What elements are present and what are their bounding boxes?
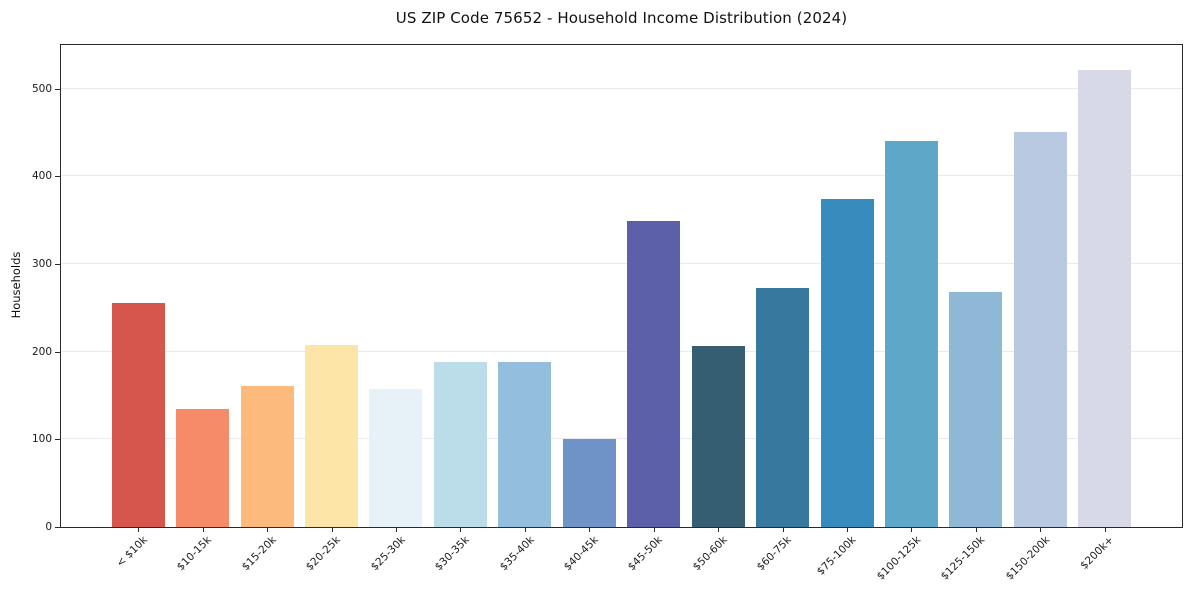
- x-tick-mark: [138, 528, 140, 532]
- bar--60-75k: [756, 287, 810, 527]
- y-tick-mark: [55, 527, 60, 528]
- bar--10-15k: [176, 408, 230, 527]
- bar--20-25k: [305, 344, 359, 527]
- x-axis-label: $30-35k: [432, 534, 472, 574]
- y-tick-mark: [55, 176, 60, 178]
- y-tick-mark: [55, 351, 60, 353]
- gridline: [61, 438, 1182, 440]
- y-tick-label: 400: [31, 170, 52, 183]
- y-tick-mark: [55, 88, 60, 90]
- x-axis-label: $125-150k: [938, 534, 988, 583]
- x-tick-mark: [975, 528, 977, 532]
- bar--75-100k: [820, 199, 874, 527]
- x-axis-label: $25-30k: [368, 534, 408, 574]
- y-tick-label: 200: [31, 345, 52, 358]
- y-tick-label: 100: [31, 433, 52, 446]
- x-axis-label: $200k+: [1078, 534, 1117, 572]
- gridline: [61, 87, 1182, 89]
- bar--15-20k: [240, 385, 294, 527]
- gridline: [61, 350, 1182, 352]
- bar--200k-: [1078, 70, 1132, 527]
- bar--40-45k: [562, 439, 616, 527]
- x-axis-label: $150-200k: [1003, 534, 1052, 583]
- x-axis-label: $75-100k: [814, 534, 859, 578]
- plot-area: [60, 44, 1183, 528]
- x-tick-mark: [1104, 528, 1106, 532]
- x-tick-mark: [653, 528, 655, 532]
- x-axis-label: $15-20k: [239, 534, 279, 574]
- x-tick-mark: [460, 528, 462, 532]
- chart-title: US ZIP Code 75652 - Household Income Dis…: [395, 9, 848, 27]
- bar--10k: [111, 302, 165, 527]
- y-tick-label: 0: [45, 521, 52, 533]
- bar--125-150k: [949, 292, 1003, 527]
- x-tick-mark: [267, 528, 269, 532]
- x-tick-mark: [202, 528, 204, 532]
- bar--150-200k: [1013, 131, 1067, 527]
- y-tick-mark: [55, 264, 60, 266]
- x-tick-mark: [589, 528, 591, 532]
- bar--25-30k: [369, 389, 423, 527]
- x-tick-mark: [718, 528, 720, 532]
- x-axis-label: $40-45k: [561, 534, 601, 574]
- x-tick-mark: [524, 528, 526, 532]
- bar--45-50k: [627, 221, 681, 527]
- x-axis-label: $60-75k: [754, 534, 795, 574]
- x-axis-label: < $10k: [114, 534, 150, 570]
- x-tick-mark: [1040, 528, 1042, 532]
- x-axis-label: $35-40k: [497, 534, 537, 574]
- x-axis-label: $50-60k: [690, 534, 730, 574]
- x-tick-mark: [911, 528, 913, 532]
- bar--35-40k: [498, 362, 552, 527]
- y-tick-label: 500: [31, 82, 52, 95]
- bar--50-60k: [691, 345, 745, 527]
- x-tick-mark: [847, 528, 849, 532]
- x-tick-mark: [395, 528, 397, 532]
- y-axis-label: Households: [9, 251, 23, 319]
- x-tick-mark: [782, 528, 784, 532]
- y-tick-label: 300: [31, 258, 52, 271]
- x-axis-label: $10-15k: [175, 534, 215, 574]
- y-tick-mark: [55, 439, 60, 441]
- x-tick-mark: [331, 528, 333, 532]
- bar--100-125k: [884, 141, 938, 527]
- x-axis-label: $100-125k: [874, 534, 923, 583]
- gridline: [61, 175, 1182, 177]
- x-axis-label: $20-25k: [303, 534, 344, 574]
- x-axis-label: $45-50k: [626, 534, 666, 574]
- bar--30-35k: [433, 362, 487, 527]
- gridline: [61, 263, 1182, 265]
